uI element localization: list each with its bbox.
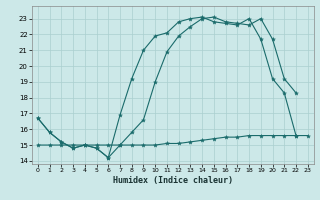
X-axis label: Humidex (Indice chaleur): Humidex (Indice chaleur) xyxy=(113,176,233,185)
